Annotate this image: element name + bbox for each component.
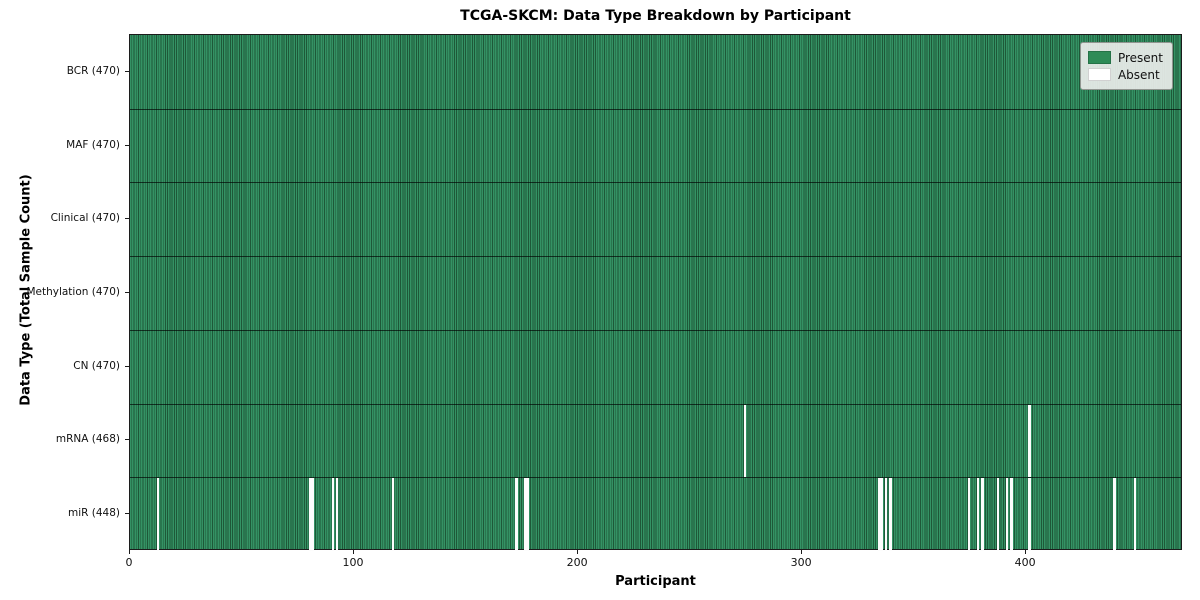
absent-cell-miR-380 (981, 478, 984, 551)
row-separator (130, 477, 1181, 479)
absent-cell-miR-90 (331, 478, 334, 551)
x-tick (1025, 550, 1027, 554)
legend-item-present: Present (1087, 49, 1163, 66)
y-tick-label-CN: CN (470) (73, 359, 120, 372)
legend-label-absent: Absent (1117, 67, 1160, 82)
absent-cell-miR-335 (880, 478, 883, 551)
absent-cell-miR-439 (1113, 478, 1116, 551)
absent-cell-miR-448 (1133, 478, 1136, 551)
y-tick (125, 365, 129, 367)
absent-cell-miR-339 (889, 478, 892, 551)
absent-cell-miR-391 (1005, 478, 1009, 551)
absent-cell-miR-334 (878, 478, 881, 551)
row-separator (130, 329, 1181, 331)
heatmap-present-background (130, 35, 1181, 549)
y-tick-label-BCR: BCR (470) (66, 64, 120, 77)
absent-cell-miR-177 (526, 478, 529, 551)
legend-label-present: Present (1117, 50, 1163, 65)
absent-cell-miR-172 (515, 478, 518, 551)
x-tick-label-200: 200 (566, 556, 588, 569)
legend-item-absent: Absent (1087, 66, 1163, 83)
row-separator (130, 403, 1181, 405)
y-tick-label-mRNA: mRNA (468) (55, 433, 120, 446)
absent-cell-miR-378 (976, 478, 980, 551)
plot-area: Present Absent (129, 34, 1182, 551)
legend-swatch-present (1087, 51, 1111, 64)
y-tick-label-Clinical: Clinical (470) (50, 212, 120, 225)
row-separator (130, 108, 1181, 110)
y-tick (125, 292, 129, 293)
x-axis-label: Participant (615, 574, 696, 589)
absent-cell-miR-387 (996, 478, 1000, 551)
absent-cell-miR-117 (392, 478, 395, 551)
y-tick-label-MAF: MAF (470) (66, 138, 120, 151)
absent-cell-miR-401 (1028, 478, 1031, 551)
row-separator (130, 182, 1181, 184)
x-tick (577, 550, 579, 554)
absent-cell-mRNA-401 (1028, 404, 1031, 478)
x-tick-label-300: 300 (790, 556, 812, 569)
y-tick (125, 439, 129, 441)
absent-cell-miR-80 (309, 478, 312, 551)
legend: Present Absent (1079, 42, 1173, 90)
y-tick-label-Methylation: Methylation (470) (26, 286, 120, 298)
x-tick (801, 550, 803, 554)
absent-cell-miR-374 (967, 478, 971, 551)
absent-cell-miR-337 (884, 478, 888, 551)
y-tick (125, 218, 129, 220)
x-tick (129, 550, 130, 554)
x-tick-label-100: 100 (342, 556, 364, 569)
absent-cell-miR-393 (1010, 478, 1013, 551)
legend-swatch-absent (1087, 68, 1111, 81)
x-tick (353, 550, 355, 554)
y-tick (125, 144, 129, 146)
absent-cell-miR-176 (524, 478, 527, 551)
x-tick-label-400: 400 (1014, 556, 1036, 569)
absent-cell-miR-12 (156, 478, 160, 551)
y-tick (125, 70, 129, 72)
absent-cell-miR-81 (311, 478, 314, 551)
x-tick-label-0: 0 (125, 556, 133, 569)
chart-title: TCGA-SKCM: Data Type Breakdown by Partic… (460, 8, 851, 24)
absent-cell-mRNA-274 (743, 404, 747, 478)
y-tick-label-miR: miR (448) (67, 507, 120, 520)
y-tick (125, 513, 129, 515)
absent-cell-miR-92 (336, 478, 339, 551)
row-separator (130, 256, 1181, 258)
